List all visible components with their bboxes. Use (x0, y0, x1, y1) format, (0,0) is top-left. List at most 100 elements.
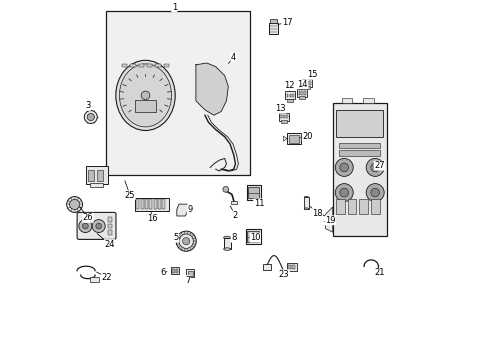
Text: 10: 10 (249, 233, 260, 242)
Bar (268, 23, 277, 34)
Bar (283, 115, 284, 118)
Polygon shape (283, 136, 286, 141)
Bar (141, 199, 143, 209)
Circle shape (96, 223, 102, 229)
Text: 6: 6 (160, 269, 165, 277)
Bar (269, 19, 276, 23)
Text: 15: 15 (306, 71, 317, 79)
Bar (223, 238, 230, 249)
Bar (280, 120, 286, 123)
Ellipse shape (223, 248, 230, 251)
Text: 11: 11 (253, 199, 264, 208)
Bar (304, 197, 308, 209)
Text: 14: 14 (297, 80, 307, 89)
Circle shape (141, 91, 149, 100)
Bar (336, 110, 382, 137)
Bar (149, 199, 152, 209)
Circle shape (82, 223, 88, 229)
Bar (339, 150, 380, 156)
Bar (90, 277, 99, 282)
Bar (107, 217, 112, 222)
Circle shape (366, 184, 384, 202)
Text: 18: 18 (311, 209, 322, 217)
Bar (155, 64, 160, 67)
Ellipse shape (304, 197, 308, 198)
Bar (136, 199, 139, 209)
Text: 24: 24 (104, 240, 115, 248)
Text: 1: 1 (171, 3, 177, 12)
Bar (172, 269, 174, 273)
Bar (306, 81, 307, 85)
Circle shape (69, 199, 80, 210)
Bar (332, 103, 386, 236)
Bar (370, 199, 379, 214)
Bar (298, 91, 300, 95)
Bar (139, 64, 144, 67)
Bar (286, 94, 288, 97)
Circle shape (176, 231, 196, 251)
Bar (341, 98, 352, 103)
Bar (280, 115, 282, 118)
Bar (263, 264, 270, 270)
Bar (278, 113, 288, 121)
Bar (88, 170, 94, 181)
Bar (145, 199, 148, 209)
Text: 19: 19 (324, 216, 335, 225)
Text: 9: 9 (187, 205, 192, 214)
Bar (292, 94, 294, 97)
Ellipse shape (304, 208, 308, 210)
Bar (146, 64, 152, 67)
Circle shape (66, 197, 82, 212)
Bar (347, 199, 356, 214)
Bar (171, 267, 179, 274)
FancyBboxPatch shape (77, 212, 116, 239)
Bar (299, 96, 305, 99)
Circle shape (84, 111, 97, 123)
Bar (363, 98, 373, 103)
Ellipse shape (223, 236, 230, 239)
Bar (286, 133, 300, 144)
Circle shape (370, 188, 379, 197)
Text: 17: 17 (281, 18, 292, 27)
Bar (309, 81, 310, 85)
Text: 21: 21 (373, 269, 384, 277)
Bar (285, 91, 295, 99)
Bar (90, 183, 103, 187)
Text: 4: 4 (231, 53, 236, 62)
Circle shape (87, 113, 94, 121)
Circle shape (223, 186, 228, 192)
Bar (288, 135, 298, 143)
Text: 5: 5 (173, 233, 178, 242)
Bar (286, 263, 297, 271)
Bar (134, 198, 168, 211)
Text: 13: 13 (275, 104, 285, 113)
Bar (301, 91, 303, 95)
Bar (248, 187, 259, 198)
Ellipse shape (116, 60, 175, 130)
Text: 22: 22 (101, 273, 112, 282)
Text: 26: 26 (82, 213, 93, 222)
Bar (292, 265, 295, 269)
Bar (359, 199, 367, 214)
Circle shape (339, 188, 348, 197)
Text: 12: 12 (284, 81, 294, 90)
Bar (304, 91, 305, 95)
Bar (302, 79, 311, 87)
Circle shape (79, 220, 92, 233)
Circle shape (370, 163, 379, 172)
Bar (135, 100, 155, 112)
Text: 20: 20 (302, 132, 312, 140)
Bar (186, 269, 194, 277)
Bar (163, 64, 168, 67)
Bar (107, 230, 112, 235)
Bar (375, 271, 383, 275)
Text: 23: 23 (278, 270, 289, 279)
Bar (303, 81, 305, 85)
Text: 7: 7 (184, 276, 190, 284)
Bar (162, 199, 165, 209)
Text: 16: 16 (147, 214, 158, 223)
Bar (107, 224, 112, 228)
Text: 2: 2 (232, 211, 237, 220)
Bar (122, 64, 127, 67)
Bar (106, 11, 249, 175)
